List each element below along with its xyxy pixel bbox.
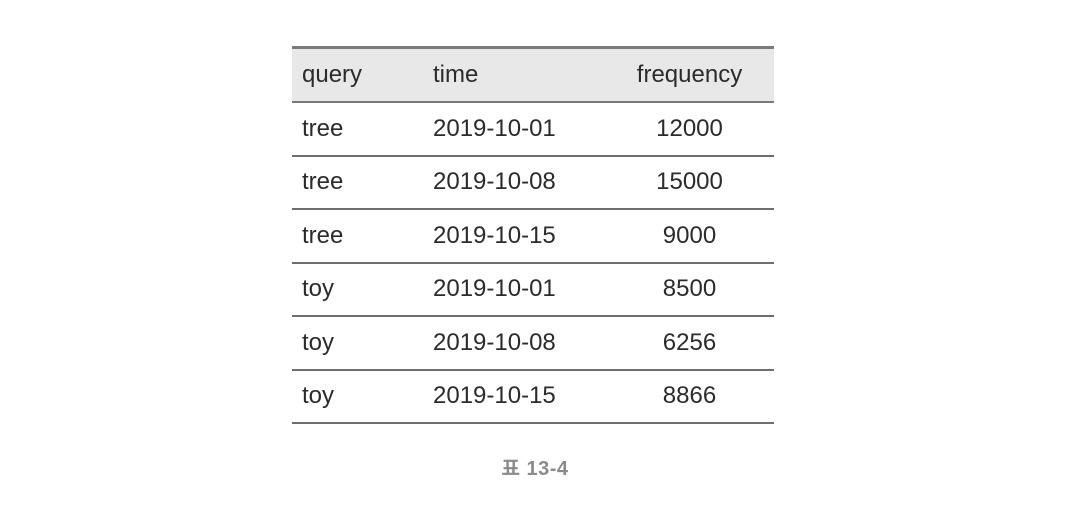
- table-row: toy 2019-10-01 8500: [292, 263, 774, 316]
- cell-query: tree: [302, 114, 344, 142]
- cell-frequency: 6256: [662, 328, 717, 356]
- cell-frequency: 8866: [662, 382, 717, 410]
- cell-query: toy: [302, 328, 335, 356]
- cell-query: tree: [302, 221, 344, 249]
- cell-query: tree: [302, 168, 344, 196]
- data-table-container: query time frequency tree 2019-10-01 120…: [292, 46, 774, 424]
- table-row: toy 2019-10-15 8866: [292, 370, 774, 423]
- data-table: query time frequency tree 2019-10-01 120…: [292, 46, 774, 424]
- cell-frequency: 12000: [656, 114, 723, 142]
- cell-frequency: 8500: [662, 275, 717, 303]
- table-row: tree 2019-10-01 12000: [292, 102, 774, 156]
- cell-time: 2019-10-15: [433, 382, 556, 410]
- cell-time: 2019-10-08: [433, 328, 556, 356]
- table-caption: 표 13-4: [501, 458, 569, 480]
- cell-frequency: 9000: [662, 221, 717, 249]
- cell-query: toy: [302, 382, 335, 410]
- cell-query: toy: [302, 275, 335, 303]
- table-header-row: query time frequency: [292, 47, 774, 102]
- cell-frequency: 15000: [656, 168, 723, 196]
- column-header-query: query: [302, 61, 363, 88]
- cell-time: 2019-10-01: [433, 275, 556, 303]
- table-row: tree 2019-10-15 9000: [292, 209, 774, 263]
- column-header-frequency: frequency: [636, 61, 743, 88]
- column-header-time: time: [433, 61, 479, 88]
- table-row: toy 2019-10-08 6256: [292, 316, 774, 370]
- cell-time: 2019-10-15: [433, 221, 556, 249]
- cell-time: 2019-10-01: [433, 114, 556, 142]
- table-row: tree 2019-10-08 15000: [292, 156, 774, 209]
- cell-time: 2019-10-08: [433, 168, 556, 196]
